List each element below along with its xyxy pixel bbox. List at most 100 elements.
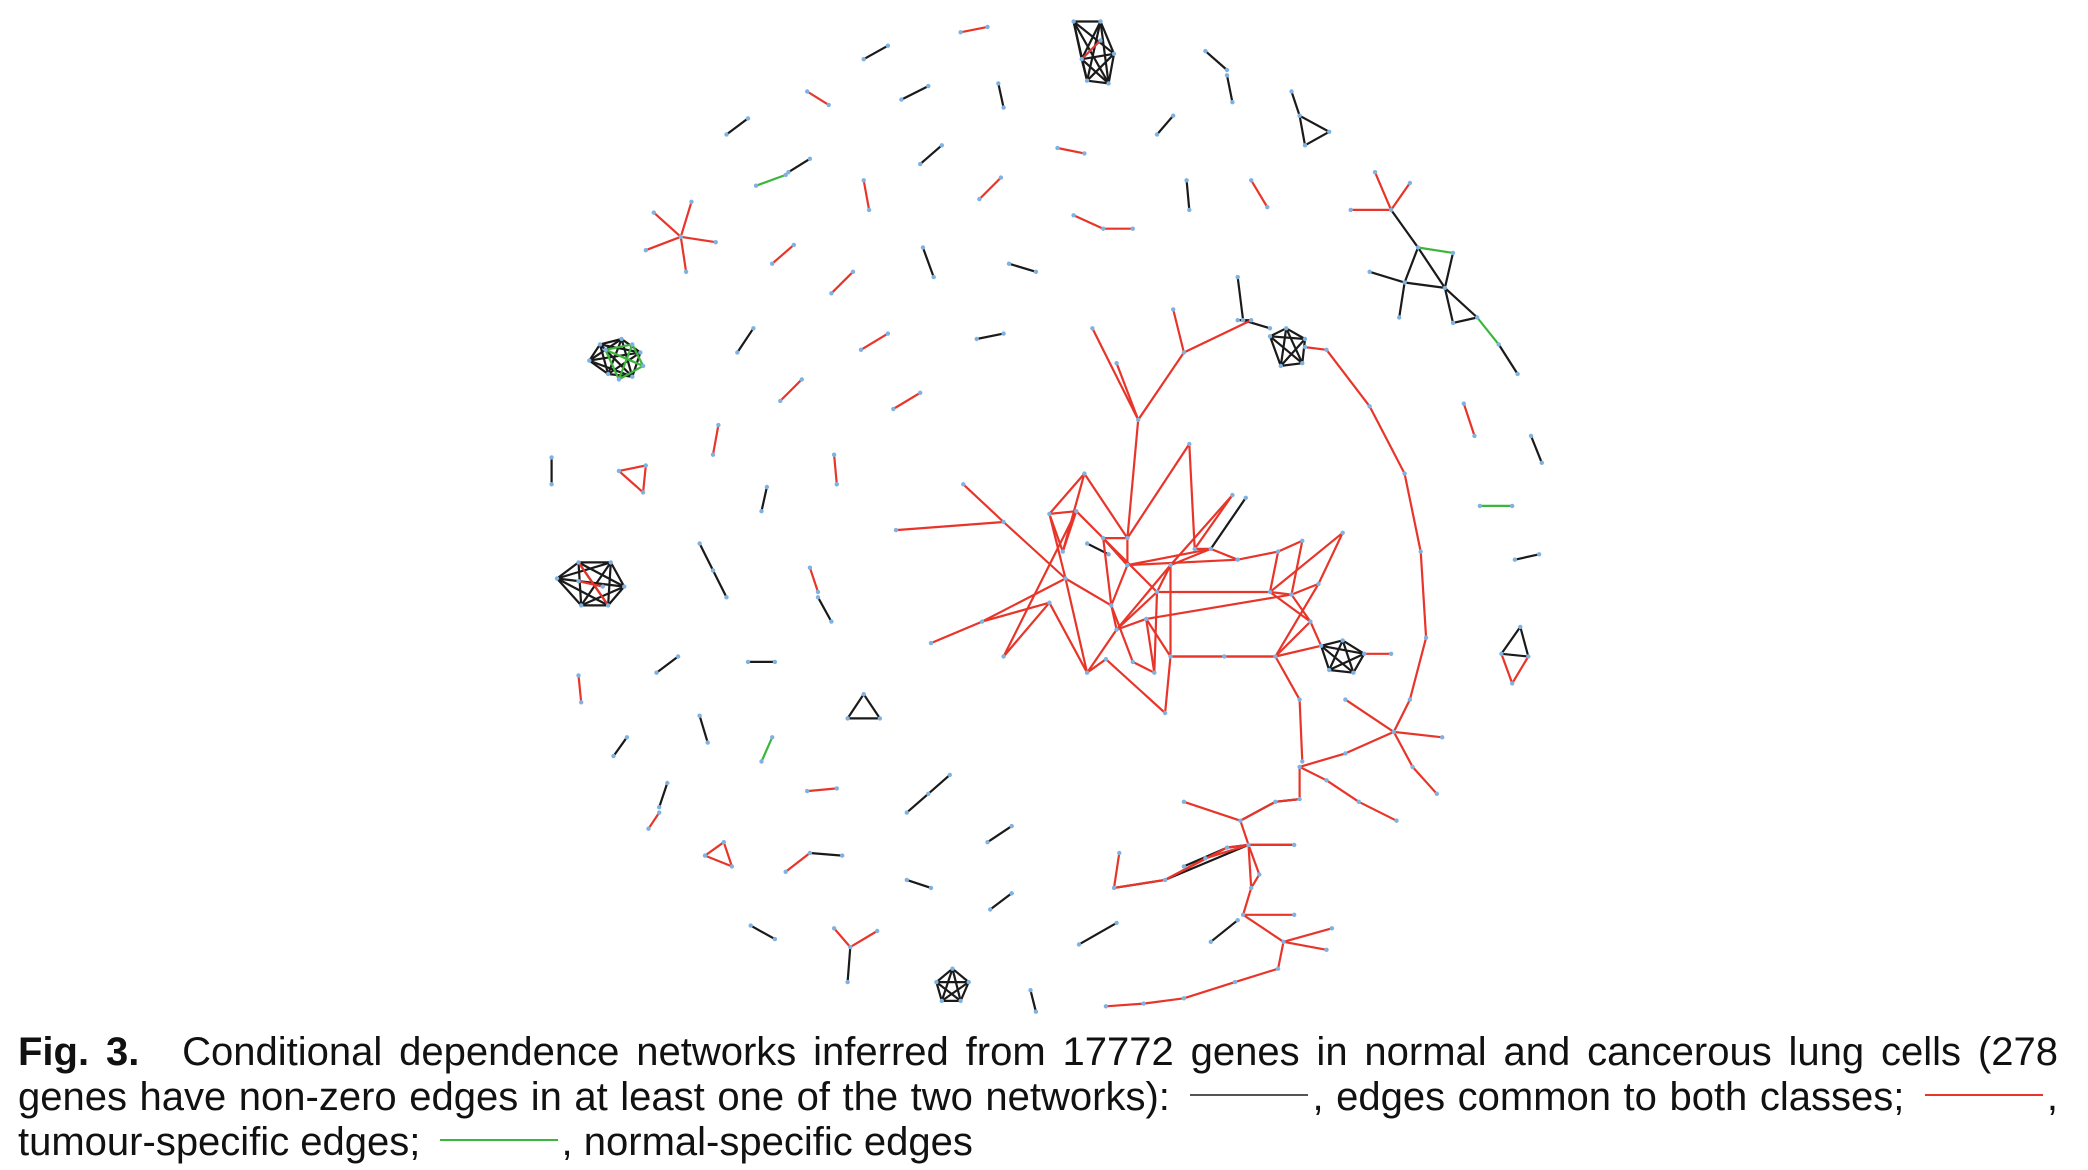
tumour-edge (680, 235, 716, 244)
gene-node (1009, 891, 1014, 896)
gene-node (1224, 845, 1230, 850)
common-edge (1514, 553, 1540, 561)
gene-node (772, 659, 778, 665)
gene-node (1300, 759, 1305, 764)
common-edge (1519, 626, 1530, 657)
tumour-edge (618, 470, 644, 494)
tumour-edge (833, 454, 838, 485)
gene-node (1074, 509, 1079, 514)
gene-node (807, 850, 813, 856)
tumour-edge (1075, 510, 1104, 539)
legend-common-swatch (1190, 1094, 1309, 1097)
tumour-edge (1183, 800, 1241, 822)
gene-node (826, 102, 831, 108)
tumour-edge (1172, 309, 1185, 353)
gene-node (1442, 285, 1448, 291)
gene-node (1302, 143, 1308, 148)
common-edge (1080, 58, 1089, 81)
gene-node (858, 347, 864, 352)
gene-node (1402, 280, 1407, 285)
common-edge (1369, 270, 1405, 284)
tumour-edge (1411, 766, 1438, 795)
gene-node (1356, 799, 1362, 804)
common-edge (900, 85, 929, 101)
gene-node (735, 350, 740, 355)
common-edge (1328, 652, 1365, 671)
gene-node (1407, 180, 1413, 186)
tumour-specific-edges (577, 25, 1530, 1008)
tumour-edge (1210, 547, 1239, 561)
legend-normal-swatch (439, 1139, 558, 1142)
tumour-edge (1048, 513, 1064, 552)
gene-node (1047, 511, 1052, 517)
gene-node (724, 595, 729, 600)
gene-node (1388, 207, 1394, 213)
gene-node (1060, 549, 1066, 554)
gene-node (1203, 856, 1208, 861)
gene-node (1114, 361, 1119, 366)
gene-node (1222, 654, 1227, 659)
common-edge (609, 561, 626, 588)
gene-node (665, 780, 670, 786)
tumour-edge (1183, 981, 1236, 1000)
gene-node (616, 377, 622, 382)
common-edge (1099, 21, 1116, 55)
tumour-edge (679, 236, 688, 272)
tumour-edge (1064, 578, 1089, 673)
tumour-edge (1500, 653, 1514, 684)
tumour-edge (1298, 699, 1304, 762)
tumour-edge (1145, 618, 1172, 658)
common-edge (1209, 497, 1247, 550)
gene-node (1388, 651, 1394, 656)
tumour-edge (1110, 605, 1118, 630)
gene-node (1033, 1009, 1039, 1014)
gene-node (1249, 885, 1254, 891)
gene-node (1246, 842, 1251, 848)
gene-node (958, 998, 963, 1004)
tumour-edge (1193, 494, 1234, 550)
common-edge (577, 562, 583, 606)
gene-node (1103, 1004, 1109, 1009)
gene-node (1238, 818, 1243, 823)
gene-node (576, 560, 581, 565)
tumour-edge (1143, 997, 1185, 1005)
tumour-edge (1247, 844, 1261, 875)
common-edge (750, 924, 776, 941)
tumour-edge (807, 787, 837, 793)
gene-node (845, 979, 850, 985)
gene-node (713, 240, 718, 245)
common-edge (846, 693, 865, 720)
tumour-edge (578, 580, 603, 588)
gene-node (678, 234, 683, 239)
tumour-edge (785, 852, 811, 873)
tumour-edge (1274, 655, 1301, 701)
gene-node (1510, 681, 1515, 686)
gene-node (885, 331, 891, 336)
normal-edge (617, 344, 634, 380)
common-edge (607, 338, 623, 375)
gene-node (600, 584, 605, 589)
gene-node (759, 509, 764, 514)
common-edge (1497, 343, 1519, 375)
common-edge (1285, 327, 1304, 364)
tumour-edge (1048, 472, 1086, 515)
gene-node (1278, 363, 1284, 369)
gene-node (689, 199, 694, 204)
gene-node (770, 261, 775, 266)
common-edge (941, 981, 970, 1002)
gene-node (745, 659, 751, 665)
tumour-edge (1299, 752, 1346, 768)
tumour-edge (1115, 591, 1158, 631)
common-edge (1086, 21, 1102, 81)
gene-node (751, 326, 756, 331)
common-edge (940, 968, 954, 1002)
tumour-edge (1274, 583, 1320, 658)
gene-node (624, 735, 630, 740)
tumour-edge (1309, 621, 1323, 647)
tumour-edge (1304, 346, 1327, 351)
common-edge (1164, 843, 1249, 881)
gene-node (939, 143, 944, 148)
tumour-edge (1290, 540, 1304, 595)
caption-text: Conditional dependence networks inferred… (18, 1030, 2058, 1119)
common-edge (1269, 335, 1306, 341)
